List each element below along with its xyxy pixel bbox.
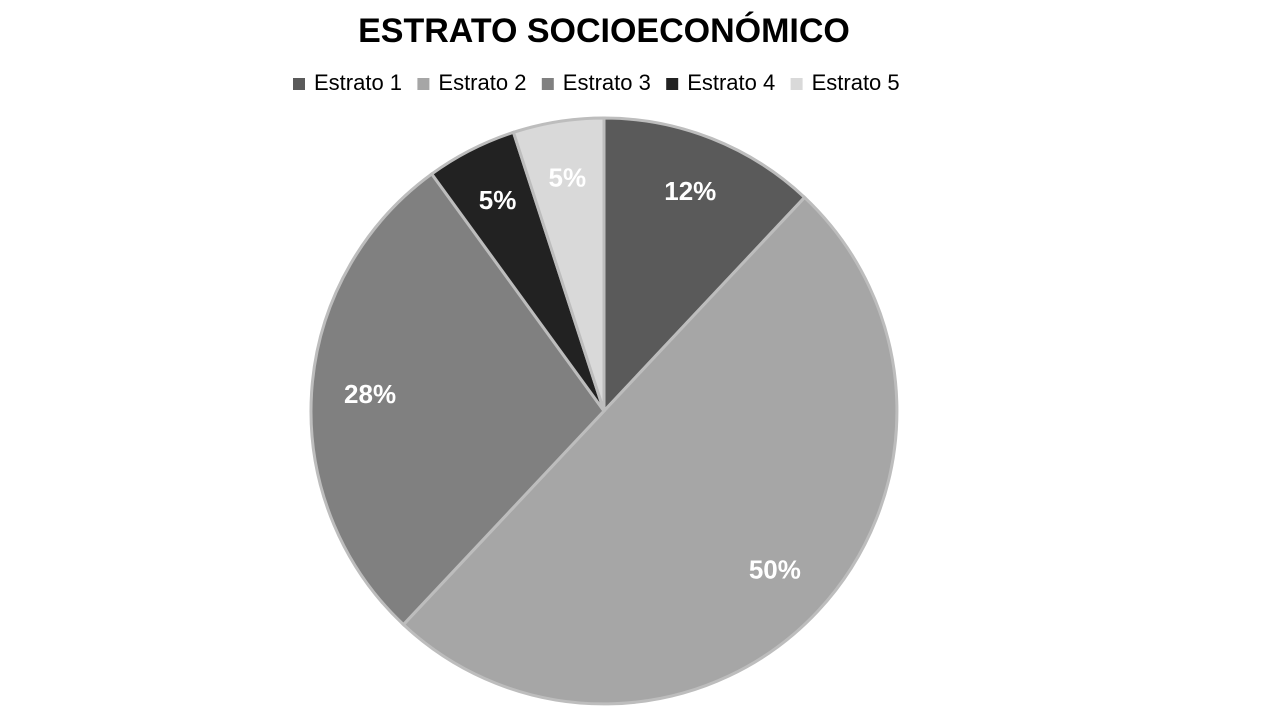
pie-slice bbox=[401, 195, 899, 706]
legend-label: Estrato 5 bbox=[812, 70, 900, 95]
legend-label: Estrato 1 bbox=[314, 70, 402, 95]
legend-label: Estrato 3 bbox=[563, 70, 651, 95]
legend-swatch bbox=[417, 78, 430, 90]
pie-slice bbox=[511, 116, 606, 412]
pie-slice bbox=[309, 171, 606, 627]
legend-swatch bbox=[790, 78, 803, 90]
data-label: 5% bbox=[549, 162, 587, 192]
legend-swatch bbox=[666, 78, 679, 90]
pie-slice bbox=[602, 116, 807, 415]
data-label: 28% bbox=[344, 379, 396, 409]
data-label: 12% bbox=[664, 176, 716, 206]
legend-label: Estrato 4 bbox=[687, 70, 775, 95]
data-label: 50% bbox=[749, 554, 801, 584]
legend-swatch bbox=[541, 78, 554, 90]
legend-label: Estrato 2 bbox=[438, 70, 526, 95]
chart-title: ESTRATO SOCIOECONÓMICO bbox=[358, 12, 850, 50]
data-label: 5% bbox=[479, 185, 517, 215]
legend-swatch bbox=[293, 78, 305, 90]
